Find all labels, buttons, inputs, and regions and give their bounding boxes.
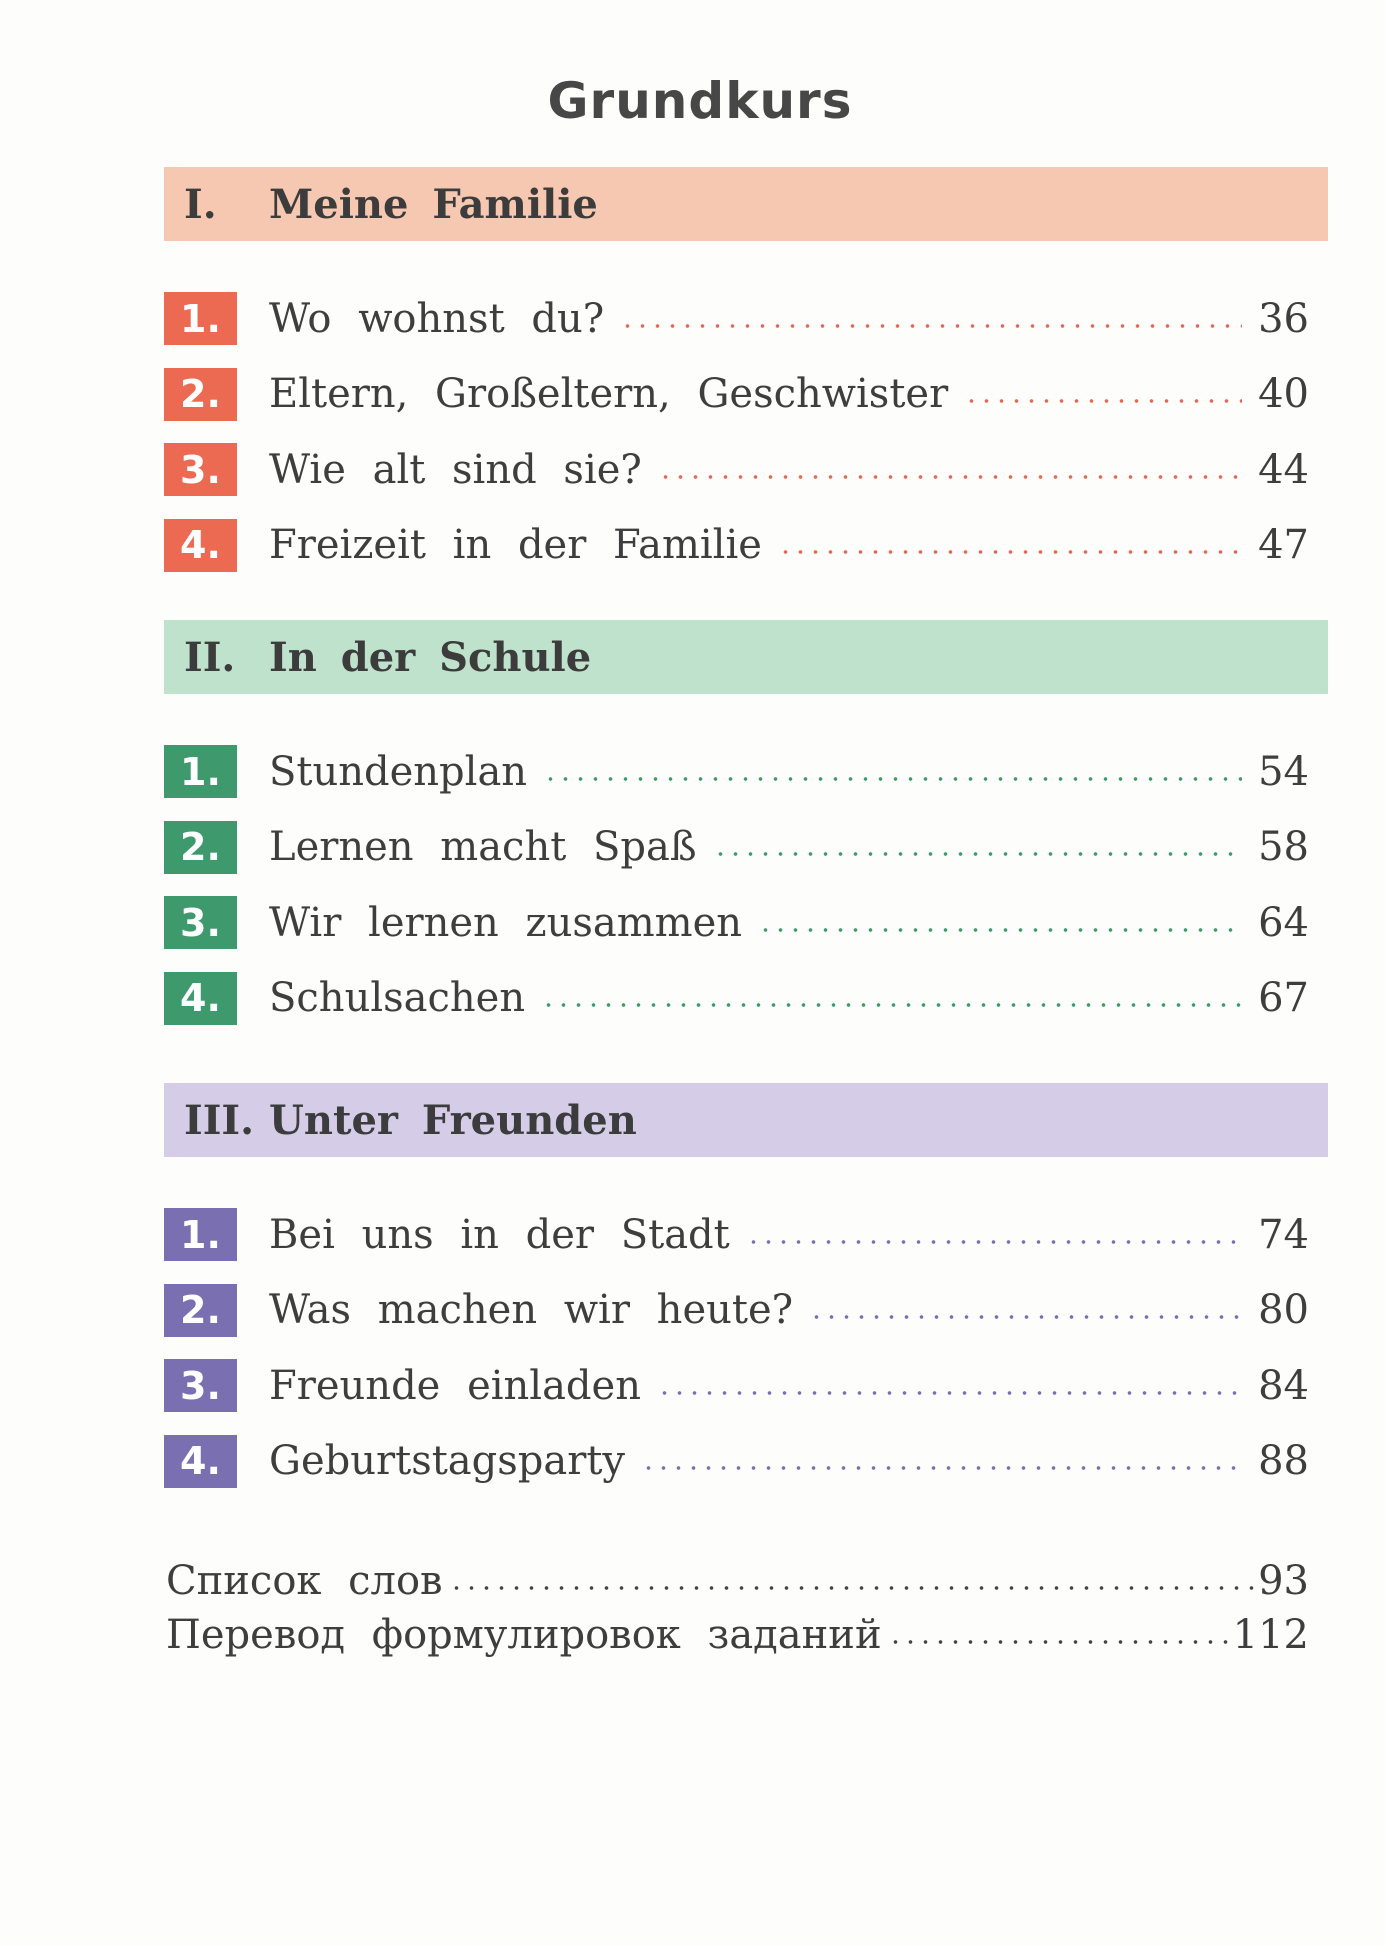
table-of-contents: I. Meine Familie 1. Wo wohnst du? 36 2. Elte… <box>164 167 1328 1662</box>
toc-entry[interactable]: 1. Wo wohnst du? 36 <box>164 281 1309 357</box>
page-number: 84 <box>1258 1362 1309 1409</box>
toc-entry[interactable]: 3. Wie alt sind sie? 44 <box>164 432 1309 508</box>
lesson-title: Wie alt sind sie? <box>269 446 642 493</box>
dot-leader <box>656 1389 1243 1396</box>
lesson-number-badge: 2. <box>164 1283 237 1337</box>
page-number: 36 <box>1258 295 1309 342</box>
lesson-number-badge: 3. <box>164 1359 237 1413</box>
page-number: 93 <box>1258 1558 1309 1604</box>
page-number: 74 <box>1258 1211 1309 1258</box>
entry-title: Перевод формулировок заданий <box>166 1612 882 1658</box>
toc-entry[interactable]: 2. Eltern, Großeltern, Geschwister 40 <box>164 357 1309 433</box>
lesson-number-badge: 1. <box>164 1208 237 1262</box>
dot-leader <box>758 926 1243 933</box>
dot-leader <box>657 473 1243 480</box>
page-number: 67 <box>1258 975 1309 1022</box>
page-number: 112 <box>1232 1612 1309 1658</box>
toc-entry[interactable]: 3. Freunde einladen 84 <box>164 1348 1309 1424</box>
section-header: III. Unter Freunden <box>164 1083 1328 1157</box>
dot-leader <box>712 851 1243 858</box>
appendix-entries: Список слов 93 Перевод формулировок задан… <box>164 1554 1309 1662</box>
section-title: Meine Familie <box>269 180 598 228</box>
page-number: 80 <box>1258 1287 1309 1334</box>
dot-leader <box>448 1585 1255 1591</box>
toc-entry-word-list[interactable]: Список слов 93 <box>164 1554 1309 1608</box>
lesson-title: Was machen wir heute? <box>269 1287 794 1334</box>
lesson-number-badge: 2. <box>164 820 237 874</box>
lesson-number-badge: 4. <box>164 518 237 572</box>
page-number: 44 <box>1258 446 1309 493</box>
page-number: 47 <box>1258 522 1309 569</box>
page-title: Grundkurs <box>547 72 853 130</box>
section-unter-freunden: III. Unter Freunden 1. Bei uns in der Stad… <box>164 1083 1328 1499</box>
lesson-title: Geburtstagsparty <box>269 1438 626 1485</box>
page-number: 40 <box>1258 371 1309 418</box>
section-header: I. Meine Familie <box>164 167 1328 241</box>
toc-entry[interactable]: 4. Schulsachen 67 <box>164 961 1309 1037</box>
lesson-number-badge: 3. <box>164 443 237 497</box>
lesson-title: Lernen macht Spaß <box>269 824 697 871</box>
lesson-number-badge: 4. <box>164 1434 237 1488</box>
page-number: 88 <box>1258 1438 1309 1485</box>
toc-entry[interactable]: 4. Freizeit in der Familie 47 <box>164 508 1309 584</box>
dot-leader <box>541 1002 1243 1009</box>
lesson-number-badge: 1. <box>164 745 237 799</box>
toc-entry[interactable]: 1. Bei uns in der Stadt 74 <box>164 1197 1309 1273</box>
section-numeral: II. <box>184 633 236 681</box>
lesson-title: Bei uns in der Stadt <box>269 1211 730 1258</box>
dot-leader <box>641 1465 1243 1472</box>
page-number: 58 <box>1258 824 1309 871</box>
lesson-title: Freizeit in der Familie <box>269 522 762 569</box>
lesson-title: Eltern, Großeltern, Geschwister <box>269 371 949 418</box>
lesson-title: Wo wohnst du? <box>269 295 605 342</box>
lesson-number-badge: 1. <box>164 292 237 346</box>
lesson-title: Schulsachen <box>269 975 526 1022</box>
dot-leader <box>777 549 1243 556</box>
section-title: In der Schule <box>269 633 592 681</box>
page-number: 64 <box>1258 899 1309 946</box>
lesson-title: Wir lernen zusammen <box>269 899 743 946</box>
toc-entry[interactable]: 1. Stundenplan 54 <box>164 734 1309 810</box>
dot-leader <box>620 322 1243 329</box>
dot-leader <box>964 398 1243 405</box>
toc-entry[interactable]: 4. Geburtstagsparty 88 <box>164 1424 1309 1500</box>
lesson-number-badge: 4. <box>164 971 237 1025</box>
toc-entry[interactable]: 2. Lernen macht Spaß 58 <box>164 810 1309 886</box>
toc-entry[interactable]: 3. Wir lernen zusammen 64 <box>164 885 1309 961</box>
dot-leader <box>887 1639 1229 1645</box>
toc-entry[interactable]: 2. Was machen wir heute? 80 <box>164 1273 1309 1349</box>
lesson-number-badge: 3. <box>164 896 237 950</box>
dot-leader <box>809 1314 1243 1321</box>
lesson-number-badge: 2. <box>164 367 237 421</box>
lesson-title: Freunde einladen <box>269 1362 641 1409</box>
lesson-title: Stundenplan <box>269 748 528 795</box>
section-numeral: I. <box>184 180 217 228</box>
section-meine-familie: I. Meine Familie 1. Wo wohnst du? 36 2. Elte… <box>164 167 1328 583</box>
page-number: 54 <box>1258 748 1309 795</box>
dot-leader <box>543 775 1243 782</box>
entry-title: Список слов <box>166 1558 443 1604</box>
section-in-der-schule: II. In der Schule 1. Stundenplan 54 2. Lerne… <box>164 620 1328 1036</box>
section-numeral: III. <box>184 1096 255 1144</box>
section-header: II. In der Schule <box>164 620 1328 694</box>
dot-leader <box>745 1238 1243 1245</box>
section-title: Unter Freunden <box>269 1096 637 1144</box>
toc-entry-task-translations[interactable]: Перевод формулировок заданий 112 <box>164 1608 1309 1662</box>
